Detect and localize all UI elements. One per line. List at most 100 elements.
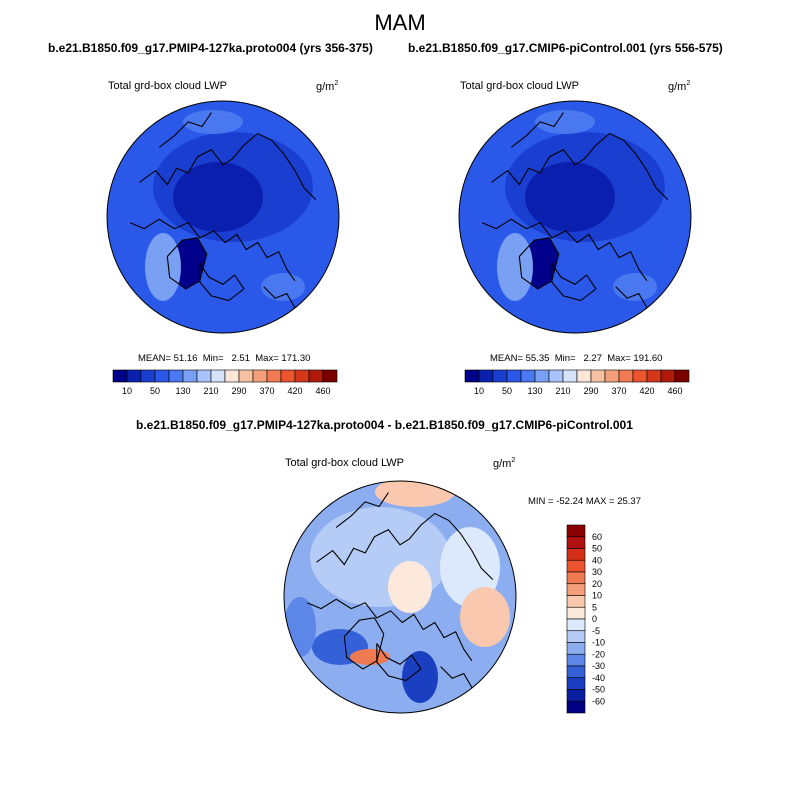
colorbar-swatch — [520, 369, 536, 383]
colorbar-label: 290 — [231, 386, 246, 396]
panel1-variable-label: Total grd-box cloud LWP — [108, 80, 228, 92]
colorbar-swatch — [464, 369, 480, 383]
colorbar-swatch — [126, 369, 142, 383]
map-boundary — [283, 480, 517, 714]
colorbar-swatch — [182, 369, 198, 383]
colorbar-label: 420 — [287, 386, 302, 396]
colorbar-label: 50 — [592, 544, 602, 554]
colorbar-swatch — [566, 571, 586, 585]
colorbar-label: 40 — [592, 555, 602, 565]
panel2-colorbar: 10 50 130 210 290 370 420 460 — [464, 369, 690, 396]
colorbar-label: 0 — [592, 614, 597, 624]
colorbar-label: 5 — [592, 602, 597, 612]
colorbar-swatch — [478, 369, 494, 383]
season-title: MAM — [374, 10, 426, 35]
coastline-4 — [615, 286, 648, 308]
colorbar-swatch — [492, 369, 508, 383]
colorbar-label: 10 — [122, 386, 132, 396]
colorbar-swatch — [224, 369, 240, 383]
map-field-strong-decrease — [402, 651, 438, 703]
diff-units: g/m2 — [493, 457, 516, 470]
colorbar-label: 460 — [315, 386, 330, 396]
panel2-variable-label: Total grd-box cloud LWP — [460, 80, 580, 92]
colorbar-label: 50 — [150, 386, 160, 396]
colorbar-swatch — [566, 665, 586, 679]
map-field-very-low-lwp — [173, 162, 263, 232]
colorbar-swatch — [154, 369, 170, 383]
colorbar-swatch — [196, 369, 212, 383]
colorbar-label: 50 — [502, 386, 512, 396]
colorbar-label: 30 — [592, 567, 602, 577]
map-field-mid-lwp-north — [535, 110, 595, 134]
coastline-0 — [316, 512, 494, 580]
colorbar-swatch — [566, 606, 586, 620]
colorbar-label: 370 — [611, 386, 626, 396]
colorbar-label: 130 — [175, 386, 190, 396]
map-field-increase-east — [460, 587, 510, 647]
colorbar-swatch — [308, 369, 324, 383]
colorbar-label: 290 — [583, 386, 598, 396]
map-field-mid-lwp — [613, 273, 657, 301]
map-field-decrease-edge — [284, 597, 316, 657]
panel2-polar-map — [458, 100, 692, 334]
diff-variable-label: Total grd-box cloud LWP — [285, 457, 405, 469]
colorbar-swatch — [534, 369, 550, 383]
coastline-greenland — [518, 237, 560, 290]
colorbar-swatch — [566, 548, 586, 561]
colorbar-swatch — [566, 524, 586, 538]
coastline-3 — [510, 112, 564, 148]
coastline-greenland — [166, 237, 208, 290]
colorbar-label: 10 — [592, 591, 602, 601]
colorbar-label: 20 — [592, 579, 602, 589]
diff-minmax: MIN = -52.24 MAX = 25.37 — [528, 496, 642, 507]
colorbar-swatch — [566, 677, 586, 690]
colorbar-swatch — [238, 369, 254, 383]
colorbar-label: -30 — [592, 661, 605, 671]
colorbar-swatch — [506, 369, 522, 383]
colorbar-swatch — [604, 369, 620, 383]
colorbar-swatch — [548, 369, 564, 383]
colorbar-swatch — [590, 369, 606, 383]
colorbar-label: 10 — [474, 386, 484, 396]
colorbar-swatch — [566, 618, 586, 632]
colorbar-swatch — [566, 630, 586, 643]
colorbar-swatch — [322, 369, 338, 383]
coastline-2 — [551, 263, 597, 302]
coastline-4 — [440, 666, 473, 688]
colorbar-label: -5 — [592, 626, 600, 636]
colorbar-label: 210 — [555, 386, 570, 396]
map-field-very-low-lwp — [525, 162, 615, 232]
colorbar-swatch — [566, 653, 586, 667]
coastline-0 — [491, 132, 669, 200]
map-boundary — [106, 100, 340, 334]
map-field-high-lwp — [497, 233, 533, 301]
colorbar-swatch — [566, 700, 586, 714]
coastline-2 — [199, 263, 245, 302]
diff-polar-map — [283, 480, 517, 714]
colorbar-swatch — [674, 369, 690, 383]
colorbar-swatch — [618, 369, 634, 383]
colorbar-swatch — [562, 369, 578, 383]
panel2-stats: MEAN= 55.35 Min= 2.27 Max= 191.60 — [490, 353, 663, 364]
colorbar-swatch — [280, 369, 296, 383]
coastline-3 — [158, 112, 212, 148]
colorbar-label: -60 — [592, 696, 605, 706]
map-field-mid-lwp — [261, 273, 305, 301]
colorbar-swatch — [252, 369, 268, 383]
diff-title: b.e21.B1850.f09_g17.PMIP4-127ka.proto004… — [136, 418, 633, 432]
colorbar-label: 370 — [259, 386, 274, 396]
map-field-slight-increase — [388, 561, 432, 613]
coastline-greenland — [343, 617, 385, 670]
colorbar-label: -20 — [592, 649, 605, 659]
map-field-max-increase — [350, 649, 390, 665]
colorbar-swatch — [294, 369, 310, 383]
coastline-2 — [376, 643, 422, 682]
map-field-high-lwp — [145, 233, 181, 301]
colorbar-label: 420 — [639, 386, 654, 396]
colorbar-swatch — [168, 369, 184, 383]
colorbar-label: 60 — [592, 532, 602, 542]
panel1-case-title: b.e21.B1850.f09_g17.PMIP4-127ka.proto004… — [48, 41, 373, 55]
colorbar-label: 210 — [203, 386, 218, 396]
colorbar-swatch — [266, 369, 282, 383]
